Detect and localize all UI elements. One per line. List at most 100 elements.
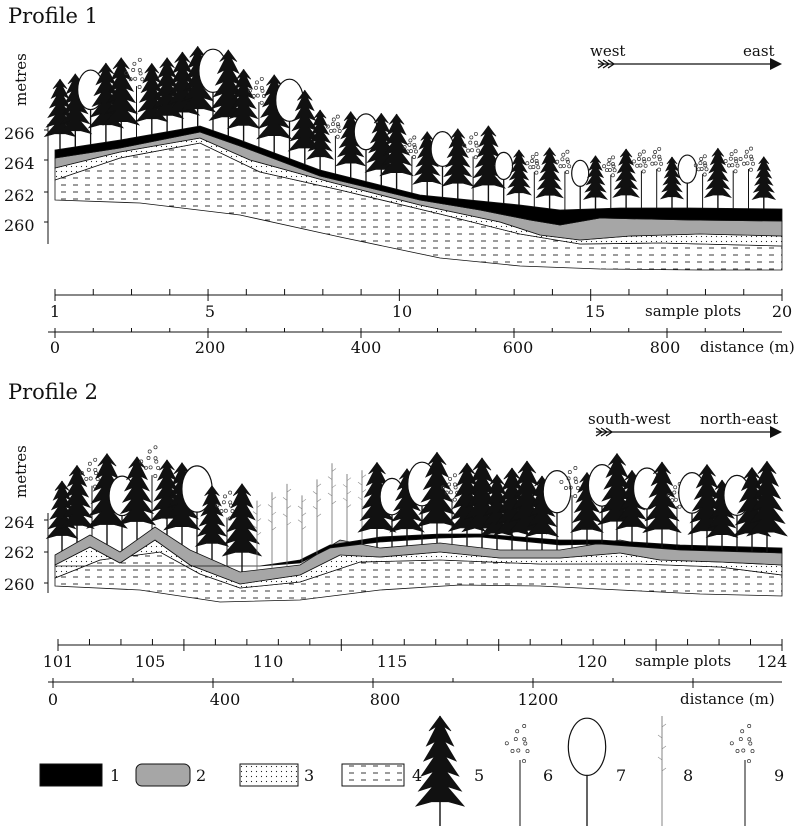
profile2-plot-tick: 110 [252, 652, 284, 671]
birch-leaf [259, 85, 264, 90]
birch-leaf [336, 124, 341, 129]
conifer-crown [703, 147, 732, 199]
profile2-distance-tick: 400 [209, 690, 241, 709]
conifer-crown [357, 461, 397, 533]
birch-leaf [749, 157, 754, 162]
birch-leaf [657, 154, 662, 159]
birch-leaf [534, 170, 539, 175]
profile1-distance-tick: 0 [49, 338, 61, 357]
birch-leaf [147, 449, 152, 454]
thin-tree-branch [271, 496, 277, 501]
thin-tree-branch [342, 484, 348, 488]
birch-leaf [251, 94, 256, 98]
profile1-distance-caption: distance (m) [700, 338, 795, 356]
birch-leaf [749, 154, 754, 159]
deciduous-crown [571, 159, 590, 187]
thin-tree-branch [331, 500, 337, 505]
thin-tree-branch [331, 484, 337, 489]
conifer-crown [687, 464, 727, 535]
profile1-ytick: 264 [4, 154, 35, 173]
birch-leaf [729, 152, 734, 157]
thin-tree-branch [286, 488, 292, 493]
birch-leaf [137, 68, 142, 73]
conifer-crown [751, 156, 777, 200]
birch-leaf [657, 167, 662, 172]
birch-leaf [566, 159, 570, 164]
birch-leaf [641, 157, 646, 162]
legend-swatch-2 [135, 763, 191, 787]
birch-leaf [535, 161, 540, 166]
birch-leaf [536, 165, 541, 170]
birch-leaf [138, 71, 143, 76]
legend-label-5: 5 [474, 766, 485, 785]
birch-leaf [468, 140, 473, 145]
legend-label-2: 2 [196, 766, 207, 785]
profile2-arrow-tail [595, 427, 614, 437]
birch-leaf [702, 154, 707, 159]
thin-tree-branch [327, 492, 333, 497]
birch-leaf [653, 150, 658, 154]
profile2-distance-tick: 800 [369, 690, 401, 709]
thin-tree-branch [316, 483, 322, 488]
birch-leaf [523, 741, 528, 746]
birch-leaf [470, 148, 474, 153]
profile1-plot-caption: sample plots [645, 302, 742, 320]
profile2-plot-caption: sample plots [635, 652, 732, 670]
legend-swatch-4 [341, 763, 405, 787]
birch-leaf [698, 161, 703, 166]
birch-leaf [504, 741, 509, 746]
profile1-ytick: 262 [4, 186, 35, 205]
birch-leaf [335, 114, 340, 119]
profile1-plot-tick: 10 [391, 302, 413, 321]
birch-leaf [474, 140, 478, 145]
birch-leaf [751, 161, 755, 166]
birch-leaf [79, 471, 84, 475]
birch-leaf [632, 159, 636, 164]
conifer-crown [306, 109, 335, 160]
thin-tree-branch [316, 513, 322, 518]
thin-tree-branch [331, 468, 337, 472]
birch-leaf [516, 748, 521, 753]
birch-leaf [86, 467, 91, 472]
conifer-crown [287, 89, 322, 152]
profile2-plot-tick: 101 [42, 652, 74, 671]
thin-tree-branch [661, 767, 667, 772]
birch-leaf [638, 163, 643, 168]
birch-leaf [140, 77, 145, 82]
profile2-ytick: 262 [4, 543, 35, 562]
birch-leaf [146, 456, 151, 460]
birch-leaf [93, 467, 98, 472]
birch-leaf [646, 157, 651, 162]
conifer-crown [135, 62, 169, 123]
birch-leaf [405, 149, 410, 154]
profile2-ytick: 264 [4, 513, 35, 532]
thin-tree-branch [661, 745, 667, 750]
profile2-distance-caption: distance (m) [680, 690, 775, 708]
birch-leaf [559, 479, 564, 484]
profile1-ytick: 266 [4, 124, 35, 143]
deciduous-crown [677, 154, 698, 184]
conifer-crown [506, 149, 532, 196]
conifer-crown [117, 456, 157, 526]
thin-tree-branch [357, 496, 363, 501]
birch-leaf [515, 729, 520, 734]
birch-leaf [440, 485, 445, 490]
conifer-crown [149, 57, 185, 119]
birch-leaf [749, 146, 753, 151]
thin-tree-branch [252, 525, 258, 529]
thin-tree-branch [286, 521, 292, 526]
birch-leaf [641, 149, 646, 154]
conifer-crown [612, 148, 640, 198]
birch-leaf [139, 459, 144, 464]
birch-leaf [573, 494, 578, 499]
birch-leaf [567, 470, 572, 475]
thin-tree-branch [297, 519, 303, 523]
birch-leaf [473, 131, 478, 136]
thin-tree-branch [267, 504, 273, 508]
birch-leaf [650, 161, 655, 166]
thin-tree-branch [282, 513, 288, 518]
birch-leaf [738, 737, 743, 742]
birch-leaf [452, 497, 457, 502]
birch-leaf [223, 494, 227, 499]
thin-tree-branch [346, 477, 352, 481]
